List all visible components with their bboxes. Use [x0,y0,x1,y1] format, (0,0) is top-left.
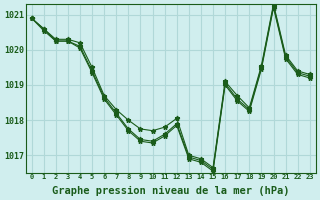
X-axis label: Graphe pression niveau de la mer (hPa): Graphe pression niveau de la mer (hPa) [52,186,290,196]
